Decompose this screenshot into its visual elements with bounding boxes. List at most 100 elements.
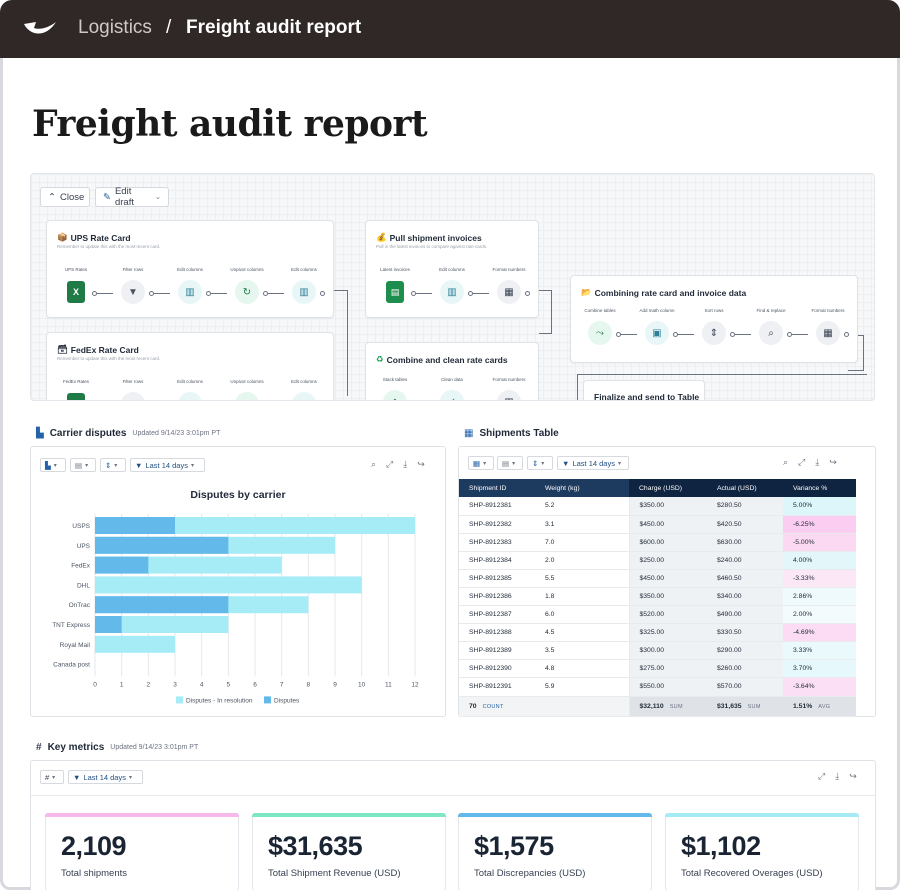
- expand-icon[interactable]: ⤢: [386, 459, 394, 469]
- bar-disputes: [95, 556, 149, 574]
- table-row[interactable]: SHP-8912390 4.8 $275.00 $260.00 3.70%: [459, 659, 856, 679]
- group-dropdown[interactable]: ▤ ▾: [497, 456, 523, 470]
- table-row[interactable]: SHP-8912383 7.0 $600.00 $630.00 -5.00%: [459, 533, 856, 552]
- date-range-label: Last 14 days: [145, 460, 188, 470]
- cell-variance: -5.00%: [783, 533, 856, 552]
- app-logo-icon[interactable]: [22, 18, 58, 40]
- sort-dropdown[interactable]: ⇕ ▾: [100, 458, 126, 472]
- column-header-charge[interactable]: Charge (USD): [629, 479, 707, 497]
- section-title: Carrier disputes: [49, 428, 127, 439]
- metric-card-total-discrepancies[interactable]: $1,575 Total Discrepancies (USD): [458, 813, 652, 890]
- legend-label: Disputes - In resolution: [186, 697, 253, 704]
- cell-variance: 2.86%: [783, 587, 856, 607]
- count-value: 70: [469, 702, 477, 710]
- table-row[interactable]: SHP-8912381 5.2 $350.00 $280.50 5.00%: [459, 497, 856, 516]
- expand-icon[interactable]: ⤢: [818, 771, 826, 781]
- metric-value: $31,635: [268, 831, 363, 861]
- card-title: Pull shipment invoices: [389, 232, 482, 243]
- search-icon[interactable]: ⌕: [371, 459, 377, 469]
- metric-card-total-shipments[interactable]: 2,109 Total shipments: [45, 813, 239, 890]
- view-dropdown[interactable]: ▦ ▾: [468, 456, 494, 470]
- expand-icon[interactable]: ⤢: [798, 457, 806, 467]
- table-row[interactable]: SHP-8912388 4.5 $325.00 $330.50 -4.69%: [459, 623, 856, 643]
- download-icon[interactable]: ⤓: [815, 457, 820, 467]
- table-row[interactable]: SHP-8912382 3.1 $450.00 $420.50 -6.25%: [459, 515, 856, 534]
- flow-card-pull-shipment-invoices[interactable]: 💰 Pull shipment invoices Pull in the late…: [365, 220, 539, 318]
- date-range-dropdown[interactable]: ▼ Last 14 days ▾: [130, 458, 205, 472]
- sort-icon: ⇕: [105, 460, 112, 470]
- cell-shipment-id: SHP-8912382: [459, 515, 535, 534]
- flow-canvas[interactable]: ⌃ Close ✎ Edit draft ⌄ 📦 UPS Rate Card Re…: [30, 173, 875, 401]
- share-icon[interactable]: ↪: [417, 459, 425, 469]
- edit-draft-label: Edit draft: [114, 186, 134, 208]
- table-footer-row: 70 COUNT $32,110 SUM $31,635 SUM 1.51% AVG: [459, 696, 856, 717]
- date-range-dropdown[interactable]: ▼ Last 14 days ▾: [68, 770, 143, 784]
- flow-card-combining-data[interactable]: 📂 Combining rate card and invoice data Co…: [570, 275, 858, 363]
- accent-bar: [252, 813, 446, 817]
- metric-card-total-recovered[interactable]: $1,102 Total Recovered Overages (USD): [665, 813, 859, 890]
- download-icon[interactable]: ⤓: [403, 459, 408, 469]
- cell-weight: 4.8: [535, 659, 630, 679]
- table-row[interactable]: SHP-8912384 2.0 $250.00 $240.00 4.00%: [459, 551, 856, 570]
- table-row[interactable]: SHP-8912387 6.0 $520.00 $490.00 2.00%: [459, 605, 856, 625]
- search-icon[interactable]: ⌕: [783, 457, 789, 467]
- x-tick-label: 3: [173, 681, 177, 688]
- metric-format-dropdown[interactable]: # ▾: [40, 770, 64, 784]
- port-dot: [206, 291, 211, 296]
- money-bag-icon: 💰: [376, 232, 387, 242]
- close-button[interactable]: ⌃ Close: [40, 187, 90, 207]
- footer-empty: [535, 696, 630, 717]
- card-title: Combine and clean rate cards: [386, 354, 508, 365]
- column-header-weight[interactable]: Weight (kg): [535, 479, 629, 497]
- top-bar: Logistics / Freight audit report: [0, 0, 900, 58]
- share-icon[interactable]: ↪: [849, 771, 857, 781]
- port-dot: [411, 291, 416, 296]
- table-row[interactable]: SHP-8912385 5.5 $450.00 $460.50 -3.33%: [459, 569, 856, 588]
- step-label: Unpivot columns: [230, 267, 264, 272]
- x-tick-label: 0: [93, 681, 97, 688]
- group-dropdown[interactable]: ▤ ▾: [70, 458, 96, 472]
- bar-disputes: [95, 616, 122, 633]
- footer-charge-sum: $32,110 SUM: [629, 696, 707, 717]
- port-dot: [92, 291, 97, 296]
- accent-bar: [458, 813, 652, 817]
- edit-draft-button[interactable]: ✎ Edit draft ⌄: [95, 186, 169, 208]
- flow-card-finalize[interactable]: Finalize and send to Table: [583, 380, 705, 401]
- download-icon[interactable]: ⤓: [835, 771, 840, 781]
- section-title: Shipments Table: [479, 428, 559, 439]
- chevron-down-icon: ▾: [53, 462, 57, 469]
- x-tick-label: 4: [200, 681, 204, 688]
- breadcrumb-app-link[interactable]: Logistics: [78, 17, 152, 38]
- sort-dropdown[interactable]: ⇕ ▾: [527, 456, 553, 470]
- share-icon[interactable]: ↪: [829, 457, 837, 467]
- metric-card-total-revenue[interactable]: $31,635 Total Shipment Revenue (USD): [252, 813, 446, 890]
- cell-variance: 5.00%: [783, 497, 856, 516]
- step-label: Format numbers: [492, 377, 526, 382]
- columns-icon: ▥: [440, 280, 464, 304]
- column-header-actual[interactable]: Actual (USD): [707, 479, 783, 497]
- flow-card-combine-clean[interactable]: ♻ Combine and clean rate cards Stack tabl…: [365, 342, 539, 400]
- step-label: Format numbers: [811, 308, 845, 313]
- shipments-table[interactable]: Shipment ID Weight (kg) Charge (USD) Act…: [459, 479, 856, 717]
- sort-icon: ⇕: [702, 321, 726, 345]
- table-row[interactable]: SHP-8912391 5.9 $550.00 $570.00 -3.64%: [459, 677, 856, 697]
- table-row[interactable]: SHP-8912386 1.8 $350.00 $340.00 2.86%: [459, 587, 856, 607]
- card-title: Finalize and send to Table: [594, 392, 700, 401]
- cell-shipment-id: SHP-8912386: [459, 587, 535, 607]
- flow-card-ups-rate-card[interactable]: 📦 UPS Rate Card Remember to update this w…: [46, 220, 334, 318]
- cell-weight: 5.9: [535, 677, 630, 697]
- flow-card-fedex-rate-card[interactable]: 🗃 FedEx Rate Card Remember to update this…: [46, 332, 334, 400]
- step-label: Edit columns: [439, 267, 465, 272]
- column-header-variance[interactable]: Variance %: [783, 479, 856, 497]
- table-icon: ▤: [75, 460, 83, 470]
- step-label: Latest invoices: [380, 267, 410, 272]
- chart-type-dropdown[interactable]: ▙ ▾: [40, 458, 66, 472]
- date-range-dropdown[interactable]: ▼ Last 14 days ▾: [557, 456, 629, 470]
- cell-shipment-id: SHP-8912388: [459, 623, 535, 643]
- table-row[interactable]: SHP-8912389 3.5 $300.00 $290.00 3.33%: [459, 641, 856, 661]
- column-header-shipment-id[interactable]: Shipment ID: [459, 479, 535, 497]
- x-tick-label: 2: [147, 681, 151, 688]
- avg-label: AVG: [818, 703, 831, 710]
- step-label: Filter rows: [122, 379, 144, 384]
